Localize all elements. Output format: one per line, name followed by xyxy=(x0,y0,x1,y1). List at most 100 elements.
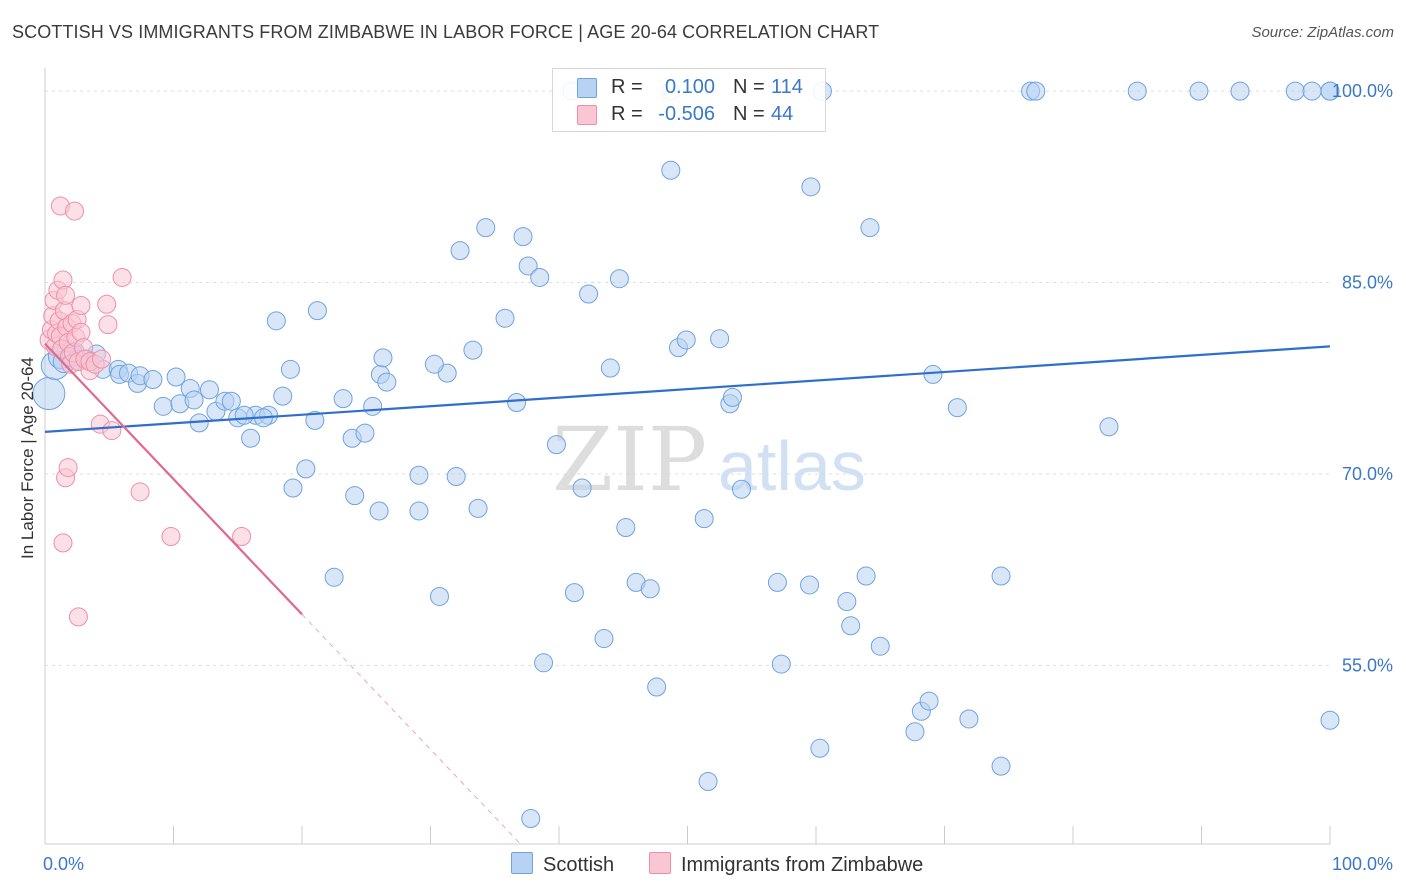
legend-r-value: 0.100 xyxy=(664,76,715,98)
scottish-point xyxy=(710,329,730,349)
scottish-point xyxy=(283,478,303,498)
bottom-legend-label-zimbabwe: Immigrants from Zimbabwe xyxy=(681,854,924,876)
scottish-point xyxy=(143,370,163,390)
scottish-point xyxy=(1189,81,1209,101)
scottish-point xyxy=(296,459,316,479)
zimbabwe-point xyxy=(58,458,78,478)
zimbabwe-point xyxy=(71,296,91,316)
scottish-point xyxy=(991,756,1011,776)
scottish-point xyxy=(860,218,880,238)
scottish-point xyxy=(513,227,533,247)
scottish-point xyxy=(837,592,857,612)
bottom-legend-scottish: Scottish xyxy=(511,852,614,877)
scottish-point xyxy=(495,308,515,328)
scottish-point xyxy=(1127,81,1147,101)
scottish-point xyxy=(507,392,527,412)
scottish-point xyxy=(424,354,444,374)
scottish-point xyxy=(1320,81,1340,101)
scottish-point xyxy=(280,359,300,379)
scottish-point xyxy=(450,241,470,261)
bottom-legend-label-scottish: Scottish xyxy=(543,854,615,876)
y-tick-label: 70.0% xyxy=(1342,464,1393,484)
scottish-point xyxy=(266,311,286,331)
axes xyxy=(44,68,1331,845)
legend-r-label: R = xyxy=(611,103,643,125)
scottish-point xyxy=(446,467,466,487)
scottish-point xyxy=(1320,710,1340,730)
zimbabwe-point xyxy=(65,201,85,221)
scottish-point xyxy=(409,501,429,521)
scottish-point xyxy=(1230,81,1250,101)
scottish-point xyxy=(463,340,483,360)
scottish-point xyxy=(1302,81,1322,101)
zimbabwe-point xyxy=(97,294,117,314)
scottish-point xyxy=(476,218,496,238)
zimbabwe-trend-extension xyxy=(301,613,521,845)
bottom-legend-swatch-scottish xyxy=(511,852,533,874)
scottish-point xyxy=(800,575,820,595)
scottish-point xyxy=(694,509,714,529)
legend-r-value: -0.506 xyxy=(658,103,715,125)
scottish-point xyxy=(530,267,550,287)
scottish-point xyxy=(409,465,429,485)
scottish-point xyxy=(841,616,861,636)
scottish-point xyxy=(521,808,541,828)
zimbabwe-point xyxy=(232,526,252,546)
scottish-point xyxy=(801,177,821,197)
scottish-point xyxy=(153,396,173,416)
legend-n-label: N = xyxy=(733,76,765,98)
scottish-point xyxy=(640,579,660,599)
scottish-point xyxy=(273,386,293,406)
legend-swatch-scottish xyxy=(577,78,597,98)
scottish-point xyxy=(923,364,943,384)
scottish-point xyxy=(647,677,667,697)
scottish-point xyxy=(333,389,353,409)
bottom-legend-zimbabwe: Immigrants from Zimbabwe xyxy=(649,852,923,877)
scottish-point xyxy=(324,567,344,587)
scottish-point xyxy=(373,348,393,368)
bottom-legend-swatch-zimbabwe xyxy=(649,852,671,874)
scottish-trend-line xyxy=(44,345,1331,433)
legend-n-value: 114 xyxy=(771,76,803,98)
scottish-point xyxy=(363,396,383,416)
scottish-point xyxy=(369,501,389,521)
scottish-point xyxy=(919,691,939,711)
legend-row-zimbabwe: R = -0.506 N = 44 xyxy=(553,101,825,127)
scottish-point xyxy=(698,771,718,791)
scottish-point xyxy=(518,256,538,276)
legend-n-label: N = xyxy=(733,103,765,125)
scottish-point xyxy=(241,428,261,448)
scottish-point xyxy=(905,722,925,742)
scottish-point xyxy=(600,358,620,378)
chart-title: SCOTTISH VS IMMIGRANTS FROM ZIMBABWE IN … xyxy=(12,22,880,42)
zimbabwe-point xyxy=(98,315,118,335)
scottish-point xyxy=(377,372,397,392)
scottish-point xyxy=(468,498,488,518)
zimbabwe-point xyxy=(102,421,122,441)
scottish-point xyxy=(564,583,584,603)
scottish-point xyxy=(616,518,636,538)
scottish-point xyxy=(1285,81,1305,101)
scottish-point xyxy=(870,636,890,656)
legend-row-scottish: R = 0.100 N = 114 xyxy=(553,74,825,100)
zimbabwe-point xyxy=(68,607,88,627)
x-tick-label: 100.0% xyxy=(1332,854,1393,874)
stats-legend: R = 0.100 N = 114 R = -0.506 N = 44 xyxy=(552,68,826,132)
scottish-point xyxy=(1099,417,1119,437)
scottish-point xyxy=(221,391,241,411)
y-tick-label: 85.0% xyxy=(1342,273,1393,293)
scottish-point xyxy=(345,486,365,506)
x-tick-label: 0.0% xyxy=(43,854,84,874)
zimbabwe-point xyxy=(130,482,150,502)
scottish-point xyxy=(572,478,592,498)
scottish-point xyxy=(959,709,979,729)
scottish-point xyxy=(305,410,325,430)
scottish-point xyxy=(546,435,566,455)
scottish-point xyxy=(810,738,830,758)
legend-r-label: R = xyxy=(611,76,643,98)
scottish-point xyxy=(234,405,254,425)
legend-swatch-zimbabwe xyxy=(577,105,597,125)
scottish-point xyxy=(1026,81,1046,101)
scottish-point xyxy=(856,566,876,586)
